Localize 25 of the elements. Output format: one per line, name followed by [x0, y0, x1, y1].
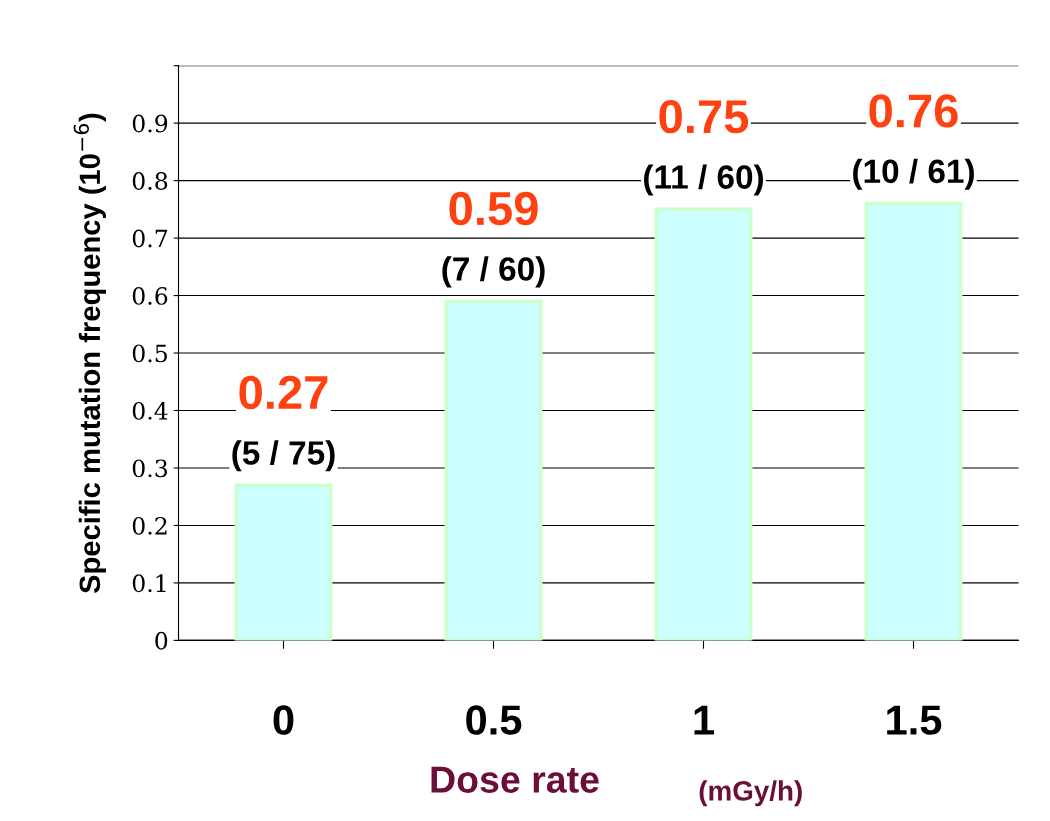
y-tick-label: 0.4	[132, 401, 168, 420]
annotation: (10 / 61)	[853, 158, 974, 190]
x-tick-label: 1	[694, 705, 714, 735]
y-tick-label: 0.6	[132, 287, 168, 305]
y-tick-label: 0.7	[132, 229, 168, 248]
y-tick-label: 0.8	[132, 172, 168, 190]
data-label: 0.76	[869, 94, 958, 128]
annotation: (7 / 60)	[442, 256, 545, 288]
x-axis-title: Dose rate	[431, 766, 599, 793]
x-tick-label: 0.5	[466, 705, 522, 735]
data-label: 0.59	[449, 191, 538, 226]
y-tick-label: 0.1	[132, 574, 166, 593]
y-tick-label: 0.5	[132, 344, 167, 363]
x-tick-label: 1.5	[887, 705, 942, 735]
data-label: 0.27	[239, 375, 328, 410]
x-tick-label: 0	[273, 705, 294, 735]
y-axis-title: Specific mutation frequency (10$^{−6}$)	[73, 113, 106, 594]
data-label: 0.75	[659, 99, 749, 134]
y-tick-label: 0.2	[132, 516, 167, 535]
annotation: (11 / 60)	[644, 164, 763, 196]
text: (mGy/h)	[699, 780, 802, 807]
y-tick-label: 0.3	[132, 459, 168, 478]
y-tick-label: 0	[155, 631, 168, 650]
y-tick-label: 0.9	[132, 114, 168, 133]
annotation: (5 / 75)	[232, 440, 335, 472]
